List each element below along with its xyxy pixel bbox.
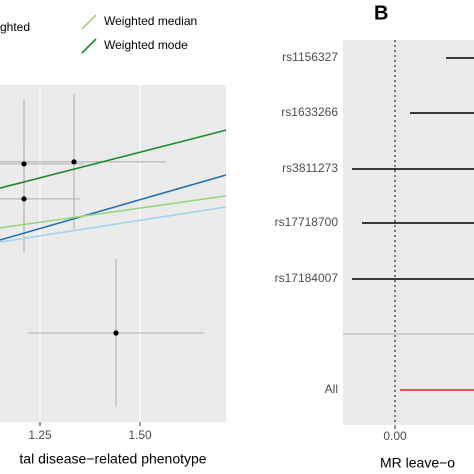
- x-tick-label: 1.25: [28, 428, 52, 442]
- legend-swatch: [81, 38, 97, 54]
- x-axis-label: MR leave−o: [380, 455, 455, 471]
- point: [71, 159, 77, 165]
- fit-line: [0, 195, 227, 229]
- x-axis-label: tal disease−related phenotype: [19, 451, 206, 467]
- x-tick-label: 1.50: [128, 428, 152, 442]
- fit-line: [0, 129, 227, 189]
- legend-swatch: [81, 14, 97, 30]
- y-tick-label: rs17718700: [275, 215, 339, 229]
- fit-line: [0, 206, 227, 243]
- plot-background-b: [343, 40, 474, 425]
- y-tick-label: All: [325, 382, 338, 396]
- y-tick-label: rs1633266: [281, 105, 338, 119]
- point: [113, 330, 119, 336]
- legend-label: Weighted median: [104, 14, 197, 28]
- y-tick-label: rs3811273: [282, 161, 338, 175]
- legend-fragment: ghted: [0, 20, 30, 34]
- y-tick-label: rs17184007: [275, 271, 339, 285]
- point: [21, 196, 27, 202]
- y-tick-label: rs1156327: [282, 50, 338, 64]
- x-tick-label: 0.00: [383, 429, 407, 443]
- plot-background-a: [0, 85, 226, 422]
- panel-label: B: [374, 2, 388, 24]
- legend-label: Weighted mode: [104, 38, 188, 52]
- point: [21, 161, 27, 167]
- fit-line: [0, 174, 227, 241]
